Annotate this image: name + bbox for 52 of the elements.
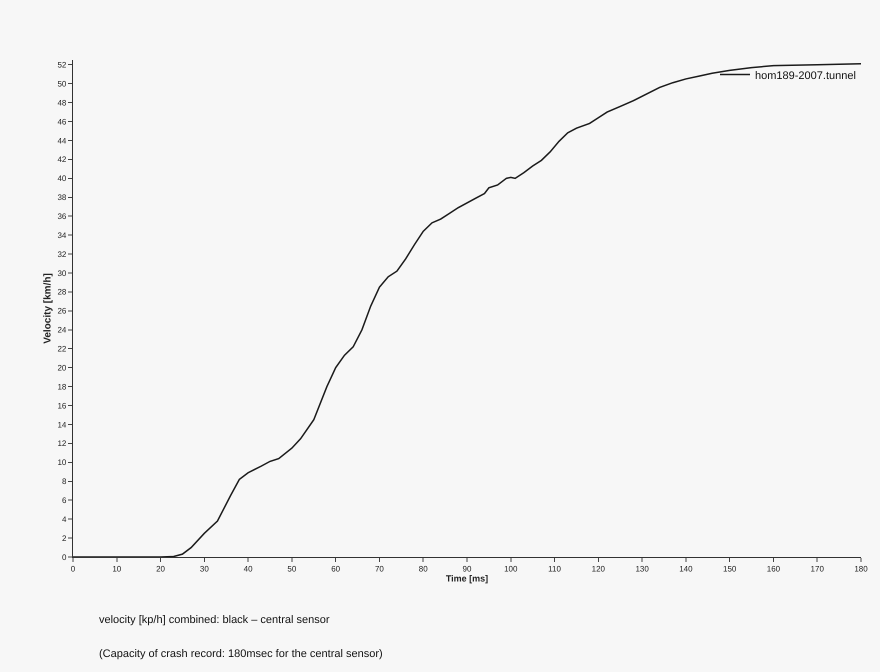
x-tick-label: 40 bbox=[244, 564, 254, 574]
x-tick-label: 120 bbox=[592, 564, 606, 574]
y-tick-label: 4 bbox=[62, 514, 67, 524]
x-tick-label: 10 bbox=[112, 564, 122, 574]
y-tick-label: 36 bbox=[57, 212, 67, 221]
y-tick-label: 50 bbox=[57, 79, 67, 88]
y-tick-label: 6 bbox=[62, 496, 67, 505]
y-axis-title: Velocity [km/h] bbox=[42, 273, 54, 344]
y-tick-label: 52 bbox=[57, 60, 67, 70]
x-tick-label: 60 bbox=[331, 564, 341, 574]
x-tick-label: 100 bbox=[504, 564, 518, 574]
x-tick-label: 140 bbox=[679, 564, 694, 574]
y-tick-label: 28 bbox=[57, 288, 67, 297]
x-tick-label: 0 bbox=[70, 564, 76, 574]
y-tick-label: 18 bbox=[57, 382, 67, 392]
y-tick-label: 2 bbox=[62, 534, 67, 543]
x-tick-label: 150 bbox=[722, 564, 737, 574]
x-tick-label: 20 bbox=[156, 564, 166, 574]
y-tick-label: 32 bbox=[57, 250, 67, 259]
y-tick-label: 0 bbox=[62, 552, 67, 562]
y-tick-label: 24 bbox=[57, 326, 67, 335]
y-tick-label: 10 bbox=[57, 458, 67, 468]
x-tick-label: 180 bbox=[854, 564, 868, 574]
legend-label: hom189-2007.tunnel bbox=[755, 70, 856, 82]
y-tick-label: 40 bbox=[57, 174, 67, 184]
x-tick-label: 50 bbox=[287, 564, 297, 574]
x-axis-title: Time [ms] bbox=[446, 574, 488, 584]
y-tick-label: 48 bbox=[57, 98, 67, 108]
x-tick-label: 80 bbox=[418, 564, 428, 574]
y-tick-label: 20 bbox=[57, 363, 67, 372]
y-tick-label: 14 bbox=[57, 420, 67, 430]
y-tick-label: 34 bbox=[57, 230, 67, 240]
y-tick-label: 38 bbox=[57, 193, 67, 202]
y-tick-label: 8 bbox=[62, 477, 67, 486]
y-tick-label: 22 bbox=[57, 344, 67, 354]
x-tick-label: 160 bbox=[766, 564, 781, 574]
x-tick-label: 90 bbox=[462, 564, 472, 574]
x-tick-label: 130 bbox=[635, 564, 650, 574]
y-tick-label: 30 bbox=[57, 268, 67, 278]
x-tick-label: 170 bbox=[810, 564, 824, 574]
text: (Capacity of crash record: 180msec for the central sensor) bbox=[99, 648, 383, 660]
y-tick-label: 26 bbox=[57, 306, 67, 316]
line-series bbox=[73, 63, 861, 557]
text: velocity [kp/h] combined: black – central sensor bbox=[99, 614, 330, 626]
y-tick-label: 44 bbox=[57, 136, 67, 146]
y-tick-label: 42 bbox=[57, 155, 67, 164]
x-tick-label: 70 bbox=[374, 564, 384, 574]
x-tick-label: 110 bbox=[548, 564, 562, 574]
x-tick-label: 30 bbox=[200, 564, 210, 574]
y-tick-label: 16 bbox=[57, 401, 67, 410]
y-tick-label: 46 bbox=[57, 117, 67, 126]
y-tick-label: 12 bbox=[57, 439, 67, 448]
